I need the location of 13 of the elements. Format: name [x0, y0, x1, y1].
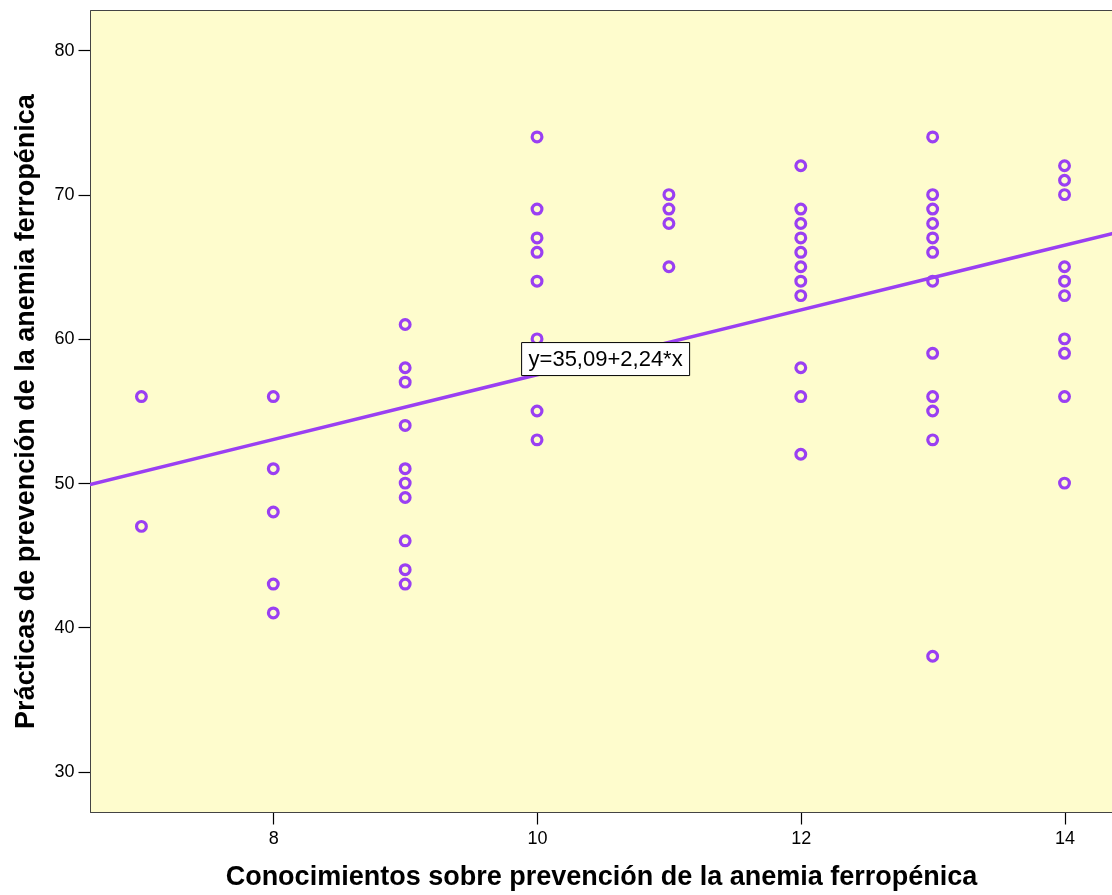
y-tick-label: 50	[54, 472, 75, 493]
x-tick-label: 8	[268, 827, 279, 848]
x-tick-label: 10	[527, 827, 548, 848]
y-tick-label: 70	[54, 184, 75, 205]
x-tick-label: 12	[791, 827, 812, 848]
annotation: y=35,09+2,24*x	[528, 346, 683, 372]
x-tick-label: 14	[1055, 827, 1076, 848]
x-axis-title: Conocimientos sobre prevención de la anemia ferropénica	[225, 860, 979, 891]
y-tick-label: 30	[54, 761, 75, 782]
y-tick-label: 40	[54, 616, 75, 637]
y-tick-label: 80	[54, 39, 75, 60]
y-tick-label: 60	[54, 328, 75, 349]
y-axis-title: Prácticas de prevención de la anemia ferropénica	[10, 93, 41, 729]
